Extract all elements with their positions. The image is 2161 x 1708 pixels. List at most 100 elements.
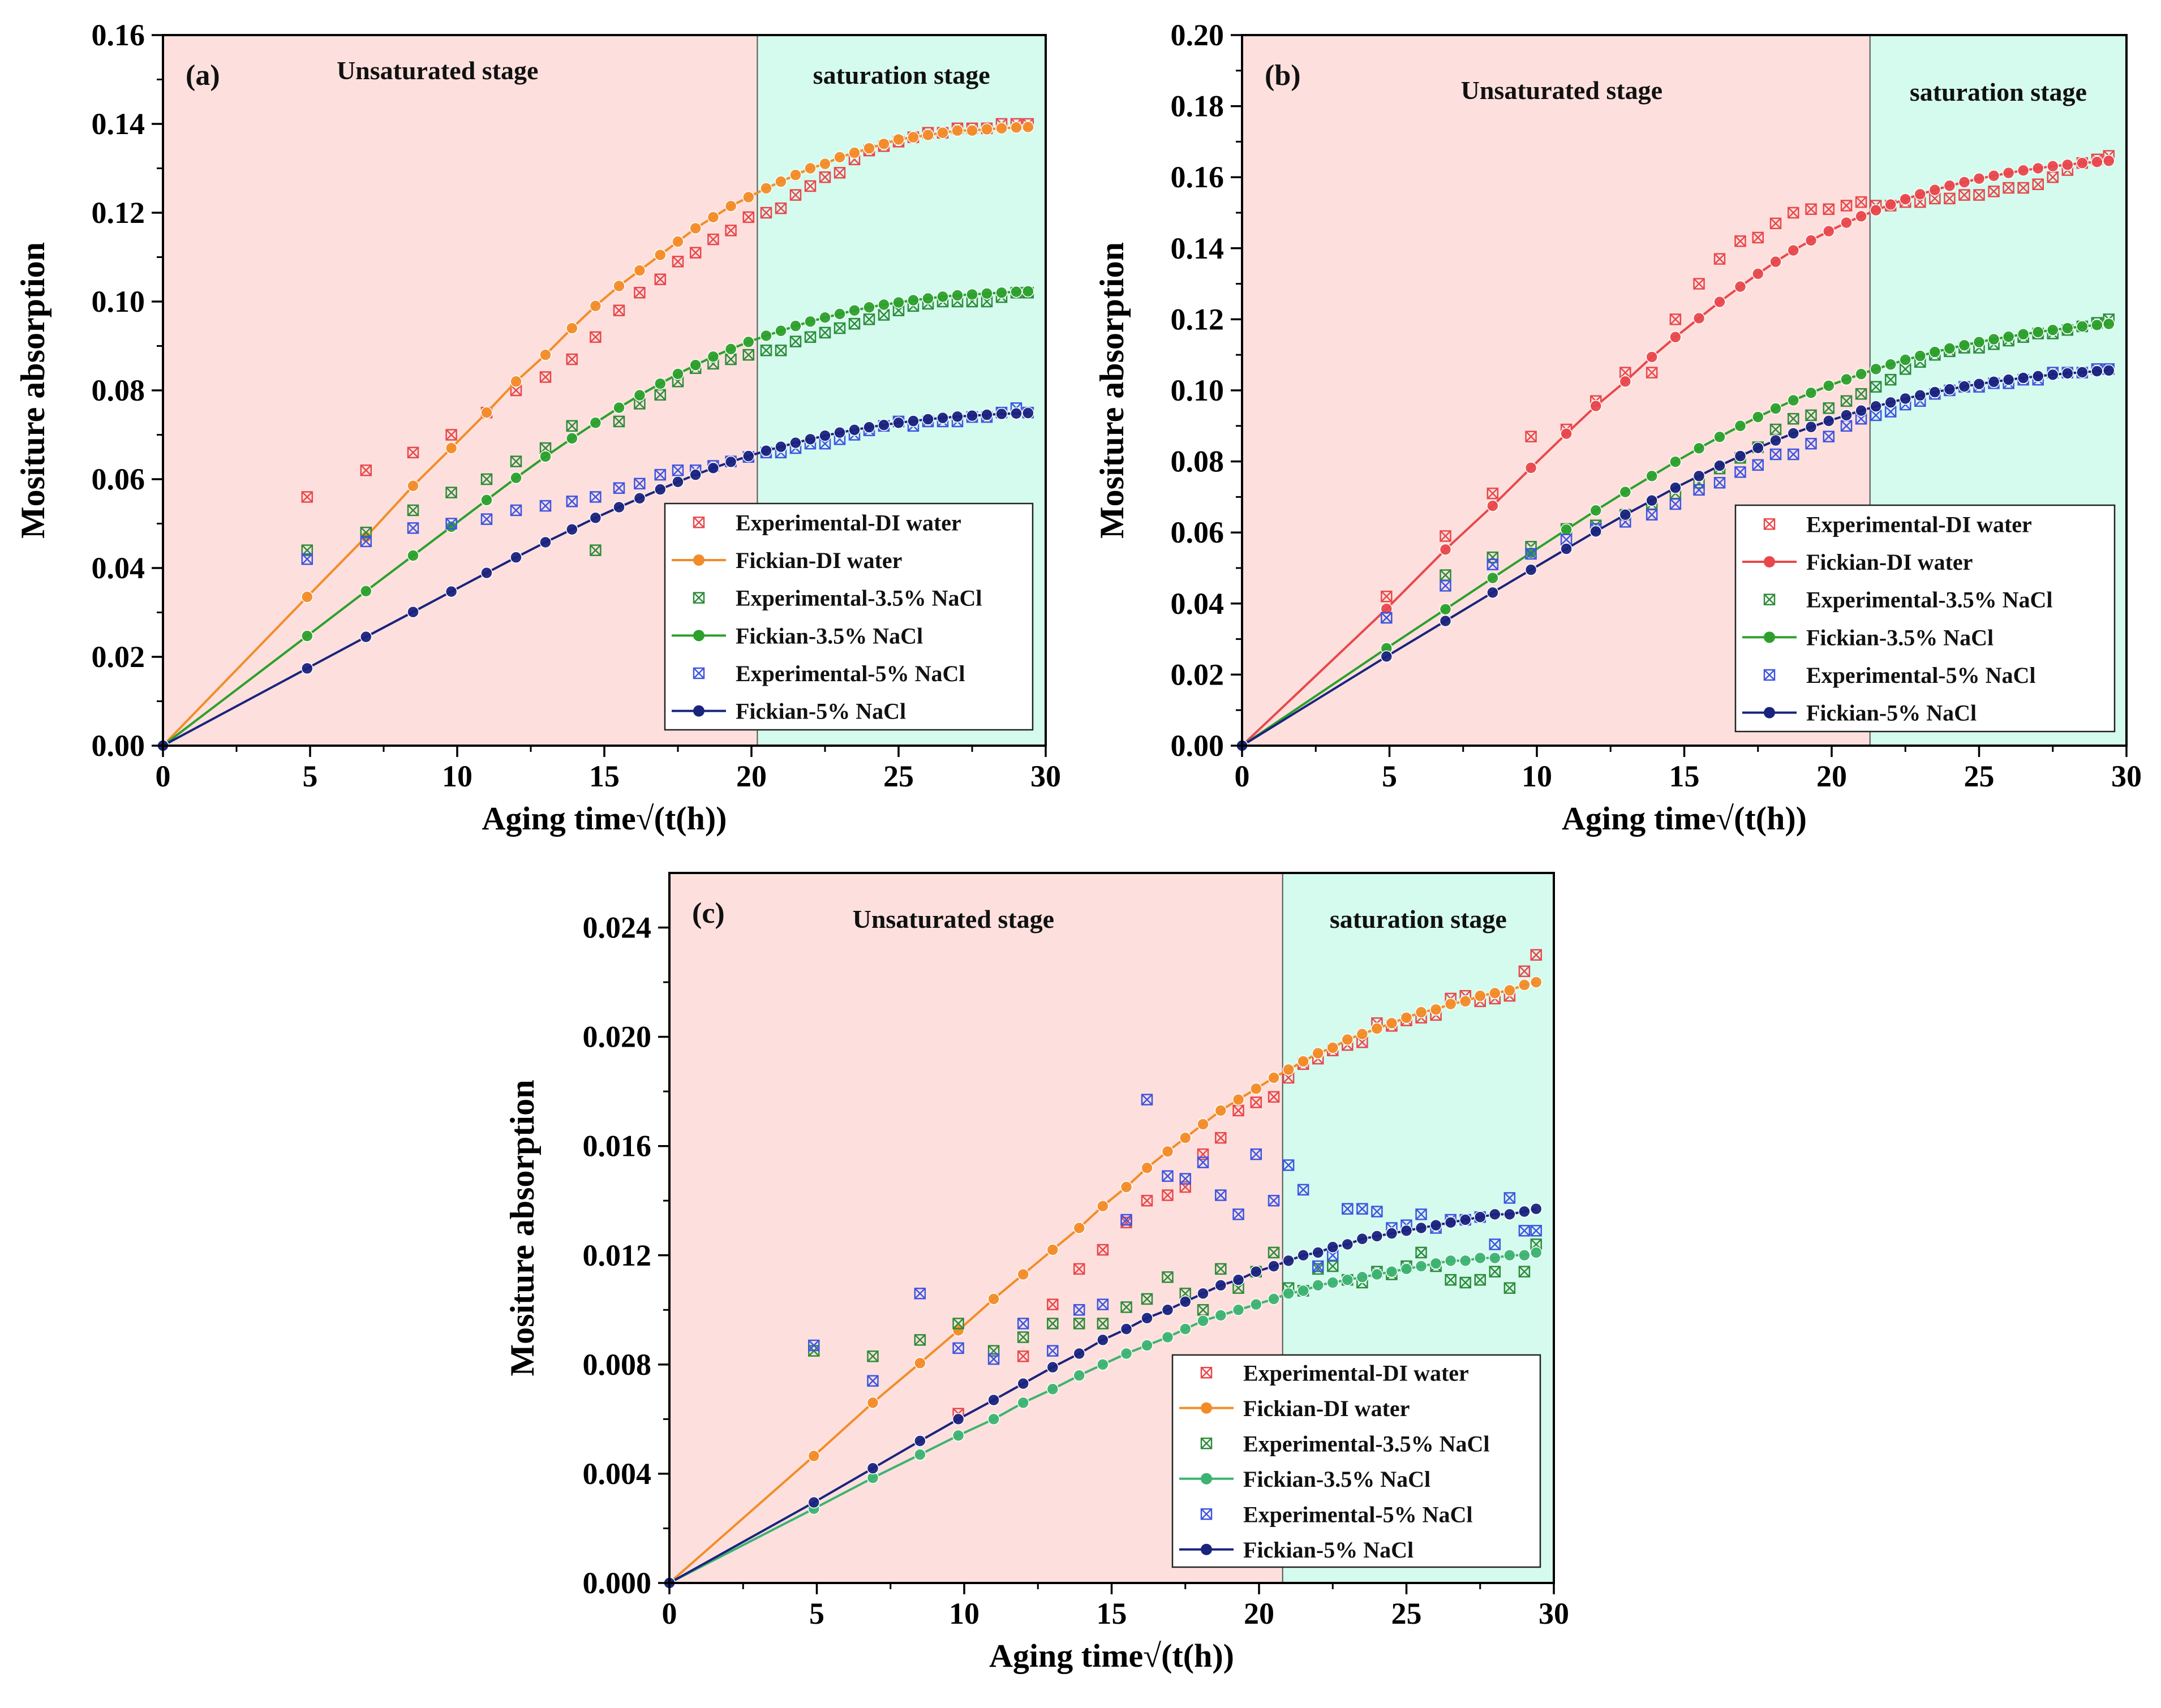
fit-point (981, 123, 993, 136)
fit-point (1250, 1298, 1262, 1311)
data-marker (867, 1350, 879, 1362)
fit-point (510, 471, 522, 484)
data-marker (1788, 206, 1799, 219)
data-marker (566, 353, 578, 365)
data-marker (1870, 381, 1882, 393)
fit-point (760, 329, 772, 342)
fit-point (1489, 987, 1501, 1000)
fit-point (1297, 1055, 1309, 1068)
fit-point (863, 142, 875, 154)
panel-label: (a) (186, 59, 220, 92)
x-tick-label: 5 (809, 1597, 824, 1630)
fit-point (1589, 525, 1602, 538)
panel-label: (b) (1265, 59, 1301, 92)
fit-point (707, 211, 720, 223)
fit-point (848, 424, 861, 436)
data-marker (654, 273, 667, 285)
x-tick-label: 15 (589, 759, 620, 793)
legend-label: Experimental-3.5% NaCl (1243, 1431, 1490, 1456)
x-tick-label: 20 (1244, 1597, 1274, 1630)
fit-point (1713, 431, 1726, 444)
legend-label: Fickian-DI water (1806, 549, 1973, 575)
fit-point (1530, 1246, 1543, 1259)
data-marker (1669, 313, 1682, 325)
fit-point (1914, 389, 1927, 402)
fit-point (2076, 320, 2089, 333)
legend-marker-swatch (693, 517, 705, 528)
y-tick-label: 0.024 (583, 911, 652, 945)
data-marker (1734, 235, 1746, 247)
data-marker (1371, 1206, 1383, 1217)
data-marker (1215, 1132, 1227, 1144)
chart-panel-c: Unsaturated stage saturation stage (c) 0 5 10… (504, 872, 1569, 1674)
fit-point (1987, 376, 2000, 388)
data-marker (1973, 189, 1985, 201)
fit-point (1474, 1211, 1487, 1223)
fit-point (1326, 1042, 1339, 1054)
fit-point (1899, 193, 1911, 205)
fit-point (1560, 427, 1573, 440)
fit-point (1385, 1017, 1398, 1030)
fit-point (301, 662, 313, 675)
fit-point (1987, 169, 2000, 182)
y-tick-label: 0.012 (583, 1238, 652, 1272)
legend-label: Experimental-3.5% NaCl (1806, 587, 2053, 613)
fit-point (1884, 396, 1897, 409)
legend-item: Fickian-3.5% NaCl (1742, 625, 1994, 650)
chart-panel-b: Unsaturated stage saturation stage (b) 0 5 10… (1093, 18, 2142, 837)
fit-point (866, 1396, 879, 1409)
fit-point (1503, 984, 1516, 997)
data-marker (914, 1288, 926, 1300)
data-marker (2003, 182, 2014, 194)
data-marker (1179, 1173, 1191, 1185)
legend-dot-swatch (1201, 1402, 1212, 1414)
fit-point (1385, 1227, 1398, 1240)
y-tick-label: 0.06 (92, 462, 145, 496)
data-marker (1445, 1274, 1457, 1286)
fit-point (1928, 184, 1941, 196)
fit-point (1805, 386, 1818, 399)
data-marker (539, 371, 552, 383)
data-marker (1342, 1203, 1354, 1215)
fit-point (1840, 409, 1853, 421)
legend-dot-swatch (1764, 631, 1775, 643)
fit-point (1415, 1260, 1428, 1272)
data-marker (1489, 1238, 1501, 1250)
fit-point (1805, 234, 1818, 247)
data-marker (510, 455, 522, 467)
fit-point (952, 1429, 965, 1442)
fit-point (1787, 394, 1800, 407)
fit-point (834, 426, 846, 439)
fit-point (819, 429, 831, 442)
data-marker (1525, 548, 1537, 560)
legend-label: Experimental-DI water (1243, 1360, 1469, 1386)
fit-point (1439, 614, 1452, 627)
fit-point (834, 151, 846, 164)
fit-point (480, 406, 493, 419)
fit-point (1282, 1287, 1295, 1300)
data-marker (1518, 1266, 1531, 1277)
x-tick-label: 10 (1522, 759, 1552, 793)
data-marker (1823, 203, 1835, 215)
fit-point (1973, 377, 1986, 390)
fit-point (1899, 354, 1911, 366)
fit-point (834, 308, 846, 320)
fit-point (1179, 1296, 1192, 1308)
fit-point (1524, 462, 1537, 474)
legend-label: Experimental-DI water (736, 510, 961, 535)
data-marker (1215, 1189, 1227, 1201)
fit-point (892, 416, 905, 429)
panel-label: (c) (692, 897, 725, 930)
fit-point (1415, 1221, 1428, 1234)
data-marker (1120, 1214, 1132, 1226)
data-marker (1713, 477, 1726, 489)
fit-point (1752, 441, 1764, 454)
fit-point (1073, 1347, 1085, 1360)
fit-point (1120, 1347, 1133, 1360)
data-marker (1958, 189, 1970, 201)
fit-point (981, 408, 993, 421)
fit-point (1214, 1279, 1227, 1292)
fit-point (1141, 1339, 1153, 1352)
data-marker (1518, 1225, 1531, 1237)
fit-point (2091, 365, 2103, 377)
